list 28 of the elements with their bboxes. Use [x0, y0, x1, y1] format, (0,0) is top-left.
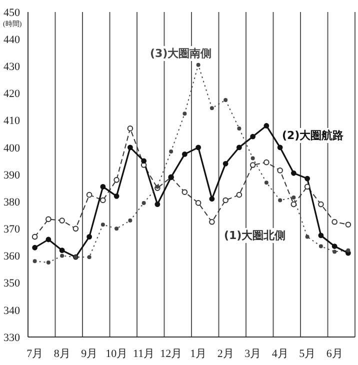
x-tick-label: 9月	[81, 348, 98, 360]
y-tick-label: 420	[4, 88, 20, 100]
x-tick-label: 10月	[106, 348, 128, 360]
y-tick-label: 390	[4, 169, 20, 182]
x-tick-label: 12月	[160, 348, 182, 360]
series-label: (1)大圏北側	[224, 228, 286, 243]
x-tick-label: 5月	[299, 348, 316, 360]
x-tick-label: 3月	[244, 348, 262, 360]
x-tick-label: 2月	[217, 348, 234, 360]
y-tick-label: 440	[4, 34, 20, 46]
series-label: (2)大圏航路	[282, 128, 344, 143]
x-tick-label: 6月	[326, 348, 343, 360]
y-tick-label: 350	[4, 278, 20, 290]
x-tick-label: 7月	[26, 348, 44, 360]
x-tick-label: 1月	[190, 348, 207, 360]
y-tick-label: 430	[4, 61, 20, 74]
x-tick-label: 4月	[272, 348, 288, 360]
y-tick-label: 370	[4, 224, 20, 236]
y-tick-label: 380	[4, 196, 20, 208]
y-tick-label: 400	[4, 142, 20, 154]
x-tick-label: 8月	[54, 348, 70, 360]
y-tick-label: 360	[4, 250, 20, 263]
series-label: (3)大圏南側	[150, 46, 212, 61]
y-tick-label: 410	[4, 115, 20, 128]
x-tick-label: 11月	[133, 348, 155, 360]
y-tick-label: 450	[4, 6, 20, 19]
y-tick-label: 330	[4, 332, 20, 344]
y-tick-label: 340	[4, 304, 20, 317]
